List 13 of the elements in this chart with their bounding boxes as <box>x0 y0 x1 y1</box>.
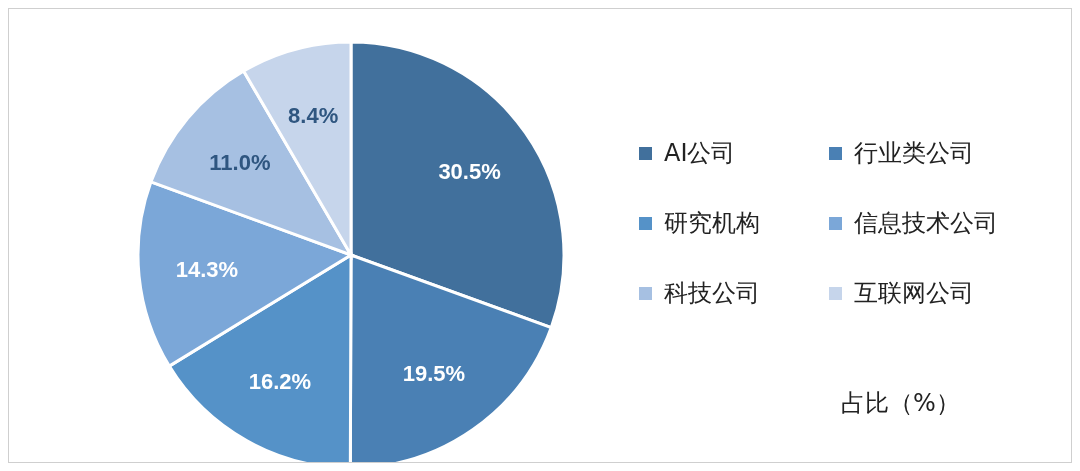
legend-label: 行业类公司 <box>854 138 974 169</box>
legend-label: 信息技术公司 <box>854 208 998 239</box>
text: 占比（%） <box>841 388 960 419</box>
data-label: 14.3% <box>175 256 239 282</box>
legend-label: 研究机构 <box>664 208 760 239</box>
data-label: 30.5% <box>438 159 501 185</box>
legend-label: 科技公司 <box>664 278 760 309</box>
data-label: 11.0% <box>209 149 271 175</box>
data-label: 19.5% <box>402 361 466 387</box>
data-label: 8.4% <box>288 102 339 128</box>
legend-label: AI公司 <box>664 138 736 169</box>
data-label: 16.2% <box>248 368 312 394</box>
legend-label: 互联网公司 <box>854 278 974 309</box>
